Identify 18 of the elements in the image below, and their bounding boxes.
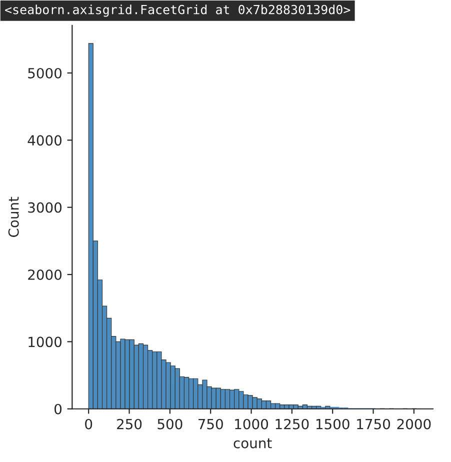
x-tick-label: 750: [198, 418, 223, 430]
x-tick-label: 0: [85, 418, 92, 430]
text: <seaborn.axisgrid.FacetGrid at 0x7b28830139d0>: [5, 4, 350, 17]
y-tick-label: 3000: [28, 202, 62, 213]
y-axis-title: Count: [8, 196, 19, 237]
y-tick-label: 5000: [28, 68, 62, 78]
x-tick-label: 1000: [235, 418, 268, 430]
y-tick-label: 2000: [28, 269, 62, 280]
x-tick-label: 250: [117, 418, 142, 430]
y-tick-label: 1000: [28, 336, 62, 348]
x-tick-label: 2000: [397, 418, 431, 430]
x-tick-label: 1250: [276, 418, 309, 430]
x-tick-label: 500: [158, 418, 182, 430]
x-tick-label: 1500: [316, 418, 350, 430]
y-tick-label: 4000: [28, 135, 62, 146]
x-axis-title: count: [234, 438, 272, 448]
x-tick-label: 1750: [357, 418, 390, 430]
y-tick-label: 0: [54, 404, 62, 414]
